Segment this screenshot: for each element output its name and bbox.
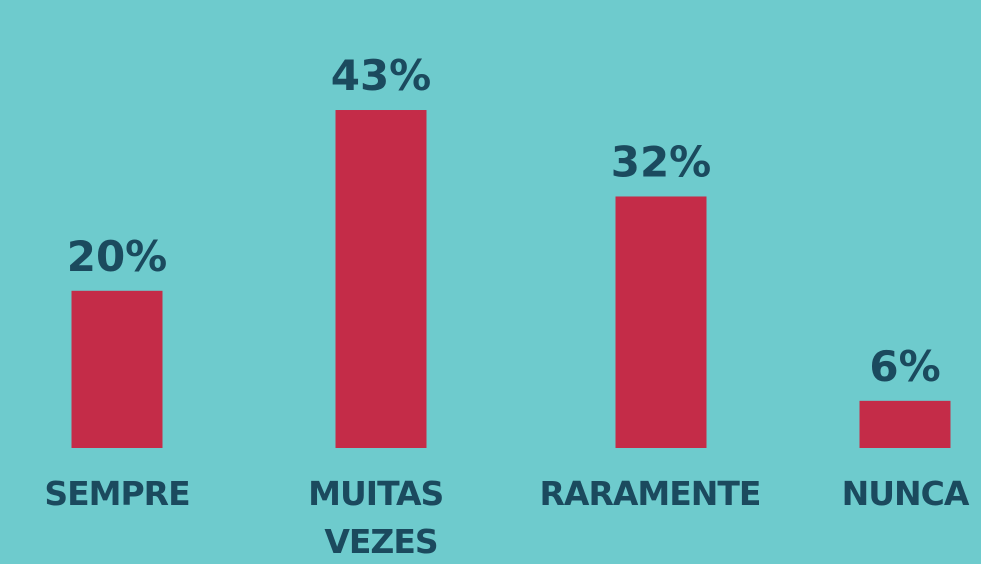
bar xyxy=(71,290,163,448)
category-label: SEMPRE xyxy=(44,474,189,513)
category-label: RARAMENTE xyxy=(540,474,761,513)
value-label: 6% xyxy=(869,342,940,391)
bar xyxy=(615,196,707,448)
category-label: MUITAS VEZES xyxy=(308,474,454,561)
category-label: NUNCA xyxy=(842,474,970,513)
value-label: 32% xyxy=(611,137,712,186)
bar xyxy=(859,400,951,448)
bar xyxy=(335,110,427,449)
value-label: 43% xyxy=(331,51,432,100)
value-label: 20% xyxy=(67,232,168,281)
